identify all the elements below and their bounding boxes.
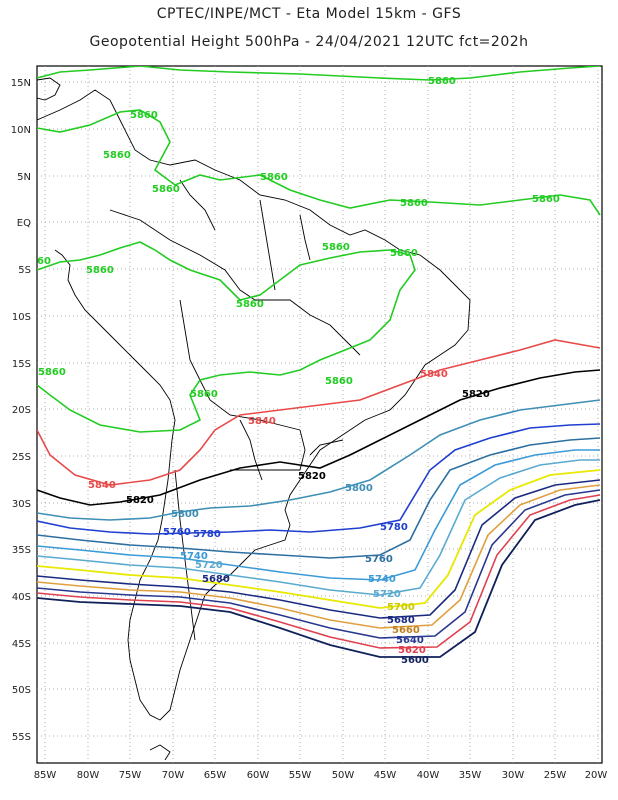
lat-tick: 35S <box>12 545 31 556</box>
lat-tick: 15S <box>12 359 31 370</box>
lon-tick: 60W <box>247 770 270 781</box>
contour-label: 5860 <box>152 184 180 195</box>
contour-label: 5660 <box>392 625 420 636</box>
contour-label: 5860 <box>322 242 350 253</box>
lat-tick: EQ <box>17 218 31 229</box>
grid-lines <box>37 66 602 763</box>
contour-label: 60 <box>37 256 51 267</box>
lat-tick: 15N <box>11 78 31 89</box>
contour-5620 <box>37 494 601 649</box>
contour-label: 5740 <box>368 574 396 585</box>
lat-tick: 10S <box>12 312 31 323</box>
contour-5680 <box>37 479 601 619</box>
contour-label: 5740 <box>180 551 208 562</box>
contour-label: 5800 <box>171 509 199 520</box>
lat-tick: 55S <box>12 732 31 743</box>
contour-label: 5860 <box>428 76 456 87</box>
lat-tick: 45S <box>12 639 31 650</box>
contour-label: 5860 <box>532 194 560 205</box>
contour-label: 5840 <box>88 480 116 491</box>
map-frame <box>36 65 603 764</box>
contour-label: 5600 <box>401 655 429 666</box>
contour-label: 5760 <box>365 554 393 565</box>
lon-tick: 75W <box>119 770 142 781</box>
contour-label: 5840 <box>420 369 448 380</box>
contour-label: 5860 <box>390 248 418 259</box>
lat-tick: 50S <box>12 685 31 696</box>
contour-label: 5800 <box>345 483 373 494</box>
contour-label: 5680 <box>202 574 230 585</box>
contour-label: 5780 <box>193 529 221 540</box>
lon-tick: 65W <box>204 770 227 781</box>
contour-5720 <box>37 459 600 596</box>
lat-tick: 25S <box>12 452 31 463</box>
lat-tick: 40S <box>12 592 31 603</box>
contour-labels: 5860 5860 5860 5860 5860 5860 5860 5860 … <box>37 76 560 666</box>
lon-tick: 40W <box>417 770 440 781</box>
latitude-axis: 15N 10N 5N EQ 5S 10S 15S 20S 25S 30S 35S… <box>11 78 31 743</box>
lon-tick: 25W <box>544 770 567 781</box>
contour-label: 5860 <box>86 265 114 276</box>
contour-label: 5860 <box>325 376 353 387</box>
contour-label: 5620 <box>398 645 426 656</box>
contour-5840 <box>37 339 601 486</box>
contour-label: 5700 <box>387 602 415 613</box>
contour-label: 5820 <box>126 495 154 506</box>
lon-tick: 70W <box>162 770 185 781</box>
contour-5600 <box>37 499 601 658</box>
contour-label: 5840 <box>248 416 276 427</box>
contour-label: 5820 <box>298 471 326 482</box>
lat-tick: 5S <box>18 265 31 276</box>
lat-tick: 10N <box>11 125 31 136</box>
contour-label: 5860 <box>236 299 264 310</box>
contour-label: 5720 <box>373 589 401 600</box>
contour-5820 <box>37 369 601 506</box>
contour-label: 5780 <box>380 522 408 533</box>
contour-label: 5680 <box>387 615 415 626</box>
contour-label: 5860 <box>260 172 288 183</box>
contour-label: 5720 <box>195 560 223 571</box>
contour-label: 5860 <box>400 198 428 209</box>
contour-label: 5640 <box>396 635 424 646</box>
map-subtitle: Geopotential Height 500hPa - 24/04/2021 … <box>89 34 529 50</box>
contour-5760 <box>37 437 601 559</box>
contour-5700 <box>37 469 601 609</box>
lon-tick: 35W <box>459 770 482 781</box>
contour-5640 <box>37 489 601 639</box>
contour-label: 5860 <box>190 389 218 400</box>
lon-tick: 85W <box>34 770 57 781</box>
longitude-axis: 85W 80W 75W 70W 65W 60W 55W 50W 45W 40W … <box>34 770 608 781</box>
lon-tick: 80W <box>77 770 100 781</box>
lat-tick: 20S <box>12 405 31 416</box>
contour-label: 5760 <box>163 527 191 538</box>
contour-5800 <box>37 399 601 521</box>
contour-5780 <box>37 423 601 535</box>
contour-5740 <box>37 449 600 581</box>
lon-tick: 55W <box>289 770 312 781</box>
contour-label: 5860 <box>38 367 66 378</box>
map-title: CPTEC/INPE/MCT - Eta Model 15km - GFS <box>156 6 462 22</box>
lon-tick: 20W <box>585 770 608 781</box>
lat-tick: 5N <box>17 172 31 183</box>
contour-label: 5860 <box>130 110 158 121</box>
coastline <box>37 77 471 761</box>
lon-tick: 45W <box>374 770 397 781</box>
lat-tick: 30S <box>12 499 31 510</box>
contour-label: 5820 <box>462 389 490 400</box>
contour-5660 <box>37 484 601 629</box>
lon-tick: 50W <box>332 770 355 781</box>
contour-5860 <box>37 66 601 433</box>
contour-label: 5860 <box>103 150 131 161</box>
lon-tick: 30W <box>502 770 525 781</box>
